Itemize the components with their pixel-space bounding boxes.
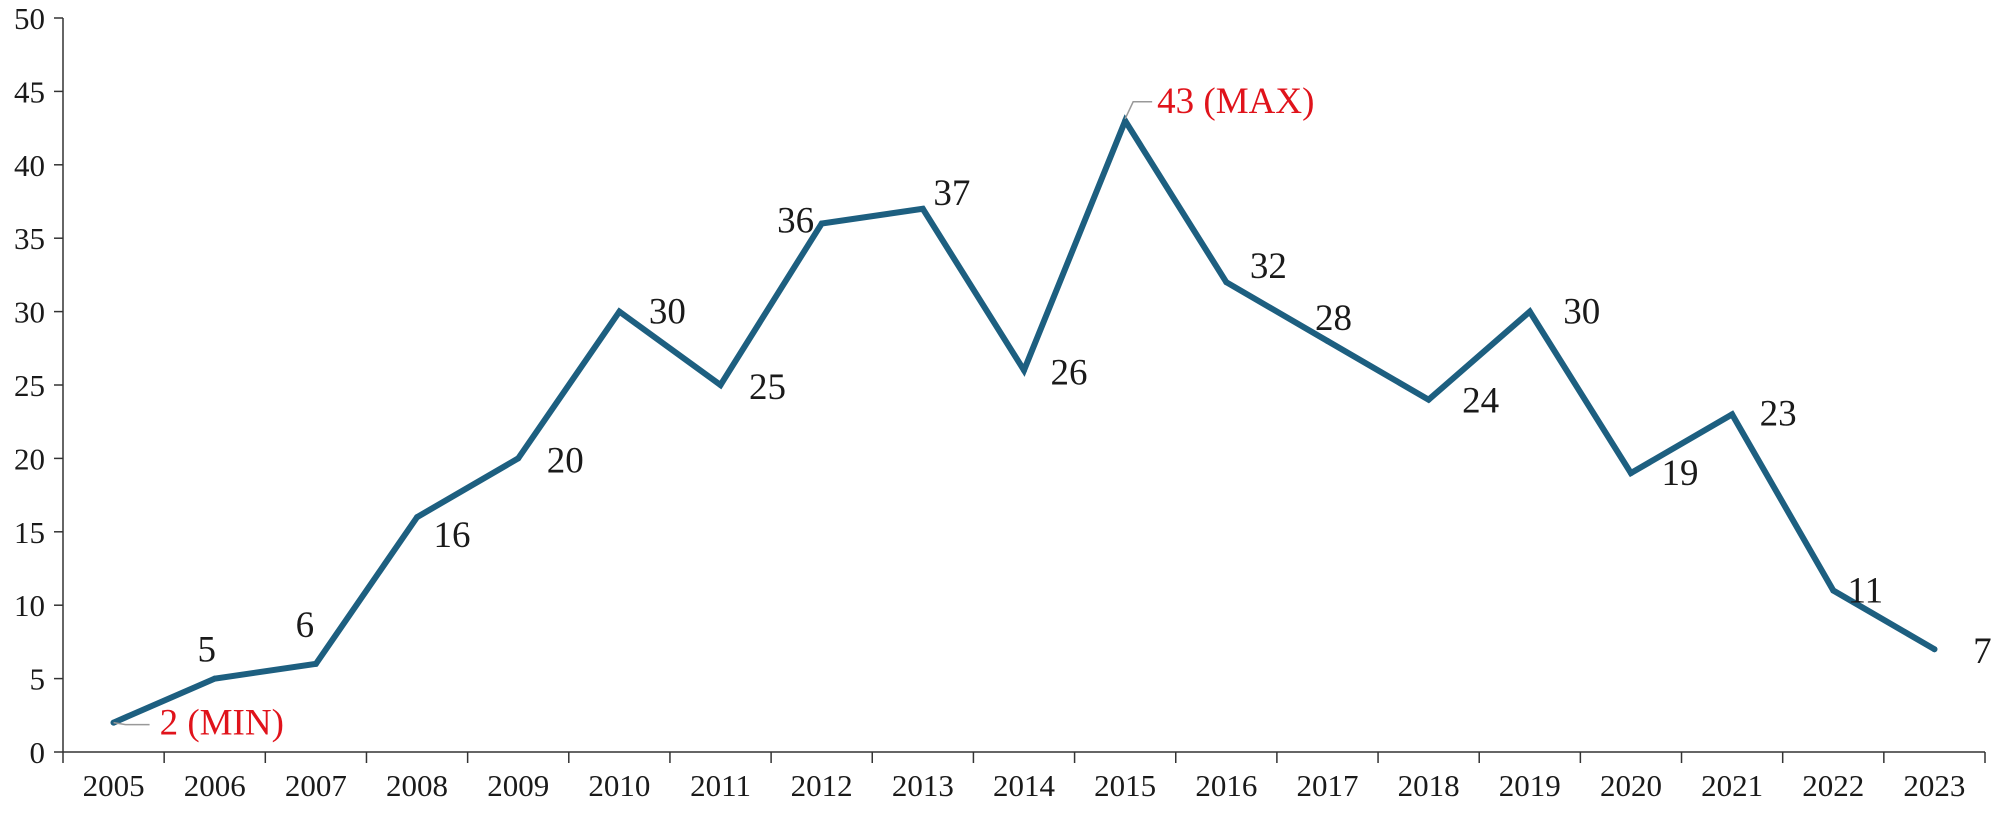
y-tick-label: 15 [14, 515, 45, 550]
x-tick-label: 2014 [993, 768, 1056, 803]
data-point [919, 205, 926, 212]
data-point [717, 382, 724, 388]
label-leader-line [1124, 101, 1153, 120]
x-tick-label: 2022 [1802, 768, 1864, 803]
y-tick-label: 35 [14, 221, 45, 256]
x-tick-label: 2013 [892, 768, 954, 803]
data-label: 30 [649, 292, 686, 333]
x-tick-label: 2019 [1499, 768, 1561, 803]
data-label: 23 [1760, 393, 1797, 434]
x-tick-label: 2008 [386, 768, 448, 803]
data-point [312, 660, 319, 667]
data-point [1425, 396, 1432, 403]
x-tick-label: 2010 [588, 768, 650, 803]
y-tick-label: 40 [14, 148, 45, 183]
x-tick-label: 2009 [487, 768, 549, 803]
data-label: 5 [197, 630, 216, 671]
data-label: 11 [1847, 571, 1883, 612]
y-tick-label: 50 [14, 1, 45, 36]
data-point [414, 514, 421, 521]
x-axis: 2005 2006 2007 2008 2009 2010 2011 2012 2013 2014… [62, 751, 1986, 803]
x-tick-label: 2020 [1600, 768, 1662, 803]
data-label: 30 [1563, 292, 1600, 333]
data-label: 6 [296, 605, 315, 646]
x-tick-label: 2023 [1903, 768, 1965, 803]
x-tick-label: 2021 [1701, 768, 1763, 803]
data-label: 25 [749, 367, 786, 408]
x-tick-label: 2012 [791, 768, 853, 803]
data-label: 16 [434, 515, 471, 556]
data-label: 24 [1462, 381, 1499, 422]
data-labels-layer: 2 (MIN) 5 6 16 20 30 25 36 37 26 43 (MAX) 32 28 24 30 1… [113, 81, 1992, 744]
y-tick-label: 30 [14, 295, 45, 330]
x-tick-label: 2006 [184, 768, 246, 803]
y-tick-label: 5 [30, 662, 46, 697]
data-label: 19 [1661, 453, 1698, 494]
data-point [1122, 117, 1129, 124]
series-layer [110, 114, 1938, 726]
data-point [1223, 279, 1230, 286]
data-point [616, 308, 623, 315]
data-point [818, 220, 825, 227]
x-tick-label: 2018 [1398, 768, 1460, 803]
x-tick-label: 2005 [83, 768, 145, 803]
data-point [515, 455, 522, 462]
y-tick-label: 0 [30, 735, 46, 770]
label-leader-line [113, 721, 150, 726]
x-tick-label: 2015 [1094, 768, 1156, 803]
y-tick-label: 10 [14, 588, 45, 623]
x-tick-label: 2017 [1296, 768, 1358, 803]
data-label: 20 [547, 440, 584, 481]
y-tick-label: 20 [14, 441, 45, 476]
data-label: 26 [1051, 352, 1088, 393]
min-value-label: 2 (MIN) [160, 703, 284, 744]
y-axis: 0 5 10 15 20 25 30 35 40 45 50 [14, 1, 64, 770]
data-point [1324, 337, 1331, 344]
data-label: 32 [1250, 246, 1287, 287]
data-label: 36 [777, 201, 814, 242]
data-point [1627, 470, 1634, 477]
data-label: 37 [933, 173, 970, 214]
data-label: 28 [1315, 298, 1352, 339]
y-tick-label: 45 [14, 74, 45, 109]
max-value-label: 43 (MAX) [1157, 81, 1314, 122]
data-point [1729, 411, 1736, 418]
x-tick-label: 2011 [690, 768, 751, 803]
data-point [1526, 308, 1533, 315]
data-point [211, 675, 218, 682]
data-point [1021, 367, 1027, 374]
data-point [1931, 646, 1938, 653]
data-point [1830, 587, 1837, 594]
data-label: 7 [1973, 631, 1992, 672]
y-tick-label: 25 [14, 368, 45, 403]
series-line [110, 114, 1938, 726]
x-tick-label: 2016 [1195, 768, 1257, 803]
x-tick-label: 2007 [285, 768, 347, 803]
